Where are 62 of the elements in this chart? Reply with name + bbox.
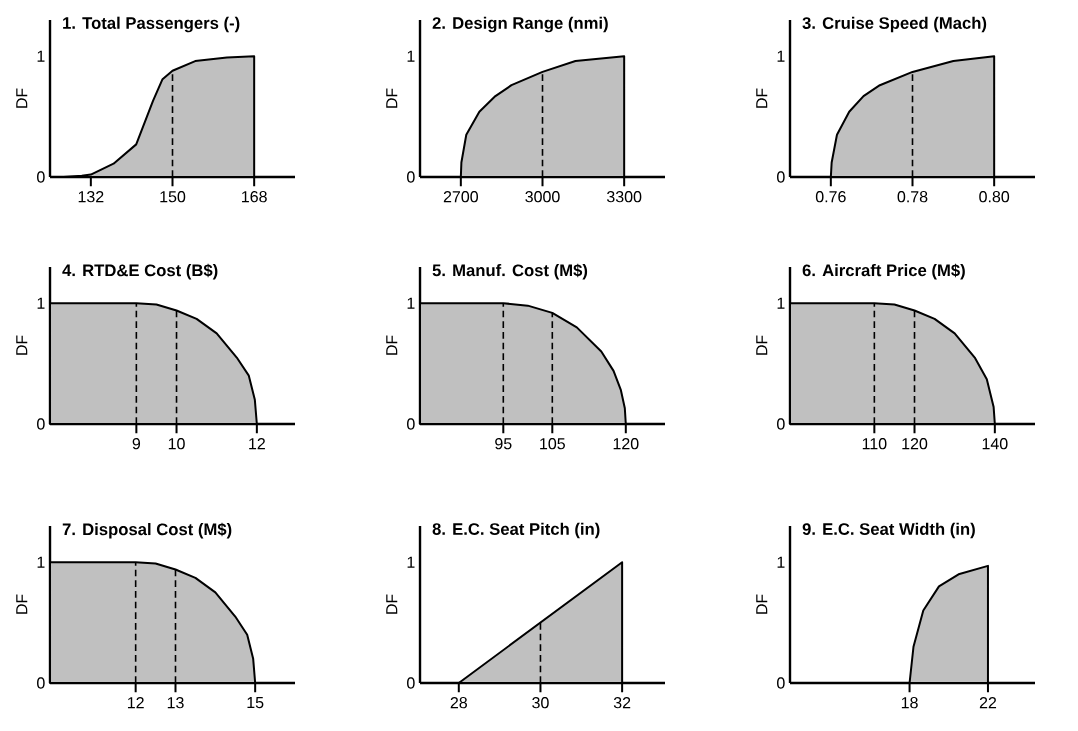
y-tick-label: 0 — [37, 677, 45, 689]
y-axis-title: DF — [756, 88, 768, 108]
x-tick-label: 120 — [613, 438, 639, 450]
y-tick-label: 0 — [37, 418, 45, 430]
x-tick-label: 0.76 — [815, 191, 846, 203]
x-tick-label: 28 — [450, 697, 467, 709]
chart-title: 5. Manuf. Cost (M$) — [432, 263, 588, 280]
y-axis-title: DF — [16, 594, 28, 614]
chart-title: 7. Disposal Cost (M$) — [62, 522, 232, 539]
y-tick-label: 1 — [407, 50, 415, 62]
chart-title: 6. Aircraft Price (M$) — [802, 263, 965, 280]
y-axis-title: DF — [386, 335, 398, 355]
y-axis-title: DF — [756, 335, 768, 355]
x-tick-label: 168 — [242, 191, 267, 203]
x-tick-label: 120 — [902, 438, 928, 450]
y-tick-label: 0 — [407, 171, 415, 183]
x-tick-label: 105 — [540, 438, 565, 450]
x-tick-label: 0.78 — [897, 191, 928, 203]
chart-title: 4. RTD&E Cost (B$) — [62, 263, 218, 280]
x-tick-label: 10 — [168, 438, 185, 450]
y-tick-label: 1 — [37, 50, 45, 62]
chart-title: 2. Design Range (nmi) — [432, 16, 608, 33]
y-tick-label: 0 — [407, 418, 415, 430]
x-tick-label: 18 — [901, 697, 918, 709]
x-tick-label: 9 — [132, 438, 141, 450]
y-tick-label: 1 — [37, 556, 45, 568]
chart-title: 3. Cruise Speed (Mach) — [802, 16, 987, 33]
x-tick-label: 140 — [982, 438, 1008, 450]
y-tick-label: 1 — [777, 556, 785, 568]
x-tick-label: 15 — [247, 697, 264, 709]
x-tick-label: 32 — [613, 697, 631, 709]
y-tick-label: 0 — [777, 171, 785, 183]
chart-title: 9. E.C. Seat Width (in) — [802, 522, 975, 539]
y-tick-label: 1 — [777, 297, 785, 309]
y-axis-title: DF — [756, 594, 768, 614]
chart-title: 1. Total Passengers (-) — [63, 16, 240, 33]
y-tick-label: 1 — [37, 297, 45, 309]
y-tick-label: 0 — [777, 677, 785, 689]
x-tick-label: 150 — [160, 191, 186, 203]
x-tick-label: 95 — [495, 438, 512, 450]
x-tick-label: 2700 — [443, 191, 479, 203]
y-axis-title: DF — [16, 335, 28, 355]
y-axis-title: DF — [16, 88, 28, 108]
y-tick-label: 1 — [407, 556, 415, 568]
y-tick-label: 1 — [407, 297, 415, 309]
y-axis-title: DF — [386, 88, 398, 108]
x-tick-label: 132 — [78, 191, 104, 203]
x-tick-label: 30 — [532, 697, 549, 709]
x-tick-label: 3000 — [525, 191, 560, 203]
x-tick-label: 13 — [167, 697, 184, 709]
y-tick-label: 0 — [777, 418, 785, 430]
y-tick-label: 1 — [777, 50, 785, 62]
x-tick-label: 22 — [979, 697, 997, 709]
y-axis-title: DF — [386, 594, 398, 614]
y-tick-label: 0 — [407, 677, 415, 689]
x-tick-label: 3300 — [606, 191, 642, 203]
x-tick-label: 110 — [862, 438, 887, 450]
x-tick-label: 12 — [249, 438, 265, 450]
x-tick-label: 12 — [127, 697, 144, 709]
y-tick-label: 0 — [37, 171, 45, 183]
x-tick-label: 0.80 — [979, 191, 1010, 203]
chart-title: 8. E.C. Seat Pitch (in) — [432, 522, 600, 539]
